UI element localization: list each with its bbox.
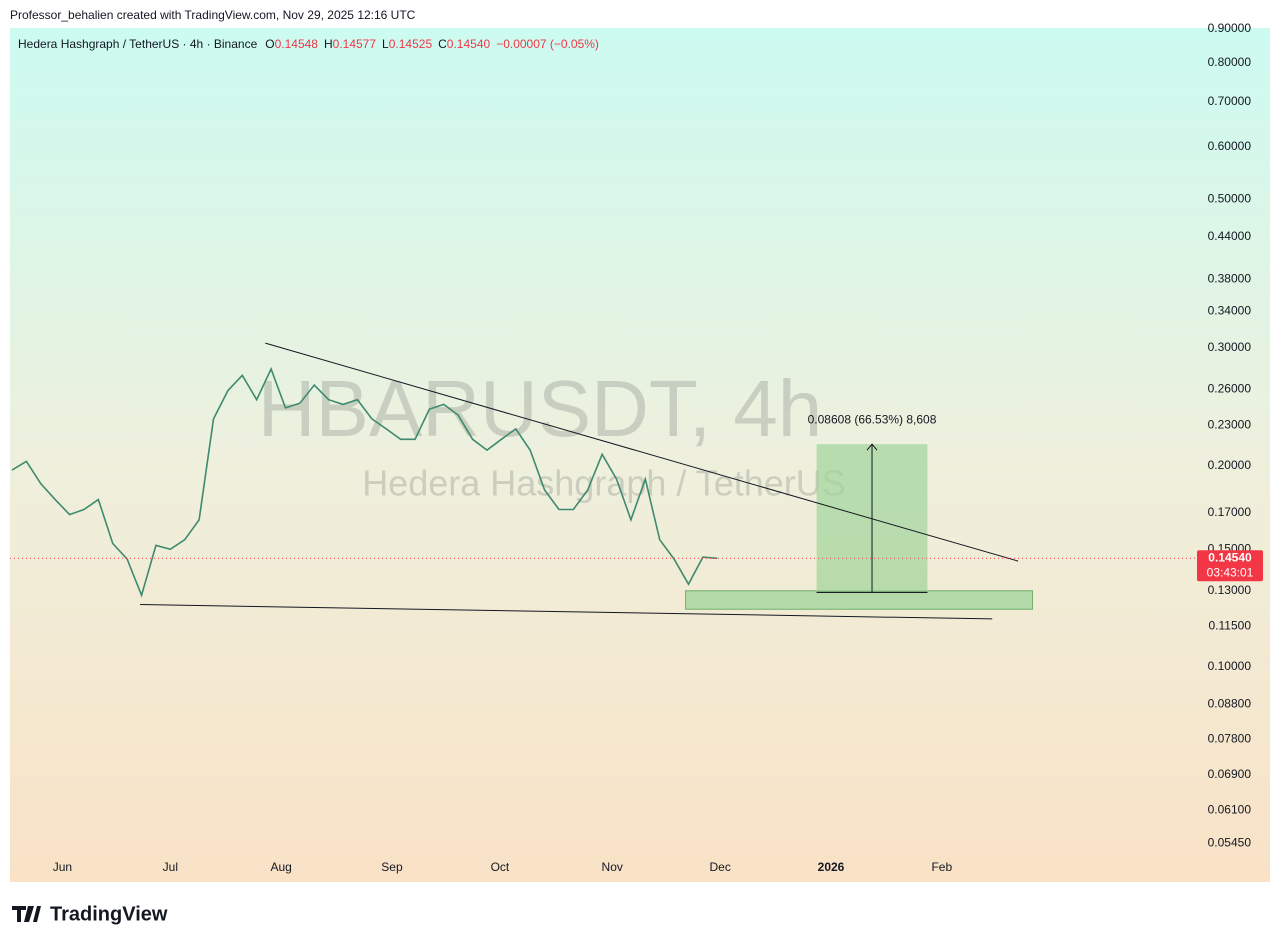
countdown-label: 03:43:01 [1207, 565, 1254, 579]
y-tick-label: 0.05450 [1208, 835, 1252, 849]
legend-part: H [324, 37, 333, 51]
legend-part: 0.14525 [389, 37, 433, 51]
x-tick-label: Nov [602, 860, 623, 874]
y-tick-label: 0.60000 [1208, 139, 1252, 153]
y-tick-label: 0.13000 [1208, 583, 1252, 597]
y-tick-label: 0.38000 [1208, 271, 1252, 285]
y-tick-label: 0.06100 [1208, 803, 1252, 817]
y-tick-label: 0.34000 [1208, 304, 1252, 318]
watermark-name: Hedera Hashgraph / TetherUS [362, 463, 846, 504]
header-text: Professor_behalien created with TradingV… [10, 8, 416, 22]
axes: 0.90000 0.80000 0.70000 0.60000 0.50000 0.440… [53, 21, 1263, 874]
chart-background [10, 28, 1270, 882]
x-tick-label: Aug [270, 860, 291, 874]
y-tick-label: 0.80000 [1208, 55, 1252, 69]
measure-arrowhead [866, 443, 878, 451]
y-tick-label: 0.70000 [1208, 94, 1252, 108]
legend-part: 0.14540 [447, 37, 491, 51]
trendline [265, 342, 1019, 562]
legend-line: Hedera Hashgraph / TetherUS · 4h · Binan… [18, 37, 599, 51]
x-tick-label: Sep [381, 860, 403, 874]
y-tick-label: 0.90000 [1208, 21, 1252, 35]
logo-text: TradingView [50, 903, 168, 925]
y-tick-label: 0.44000 [1208, 229, 1252, 243]
legend-part: Hedera Hashgraph / TetherUS · 4h · Binan… [18, 37, 258, 51]
legend-part: −0.00007 (−0.05%) [496, 37, 599, 51]
y-tick-label: 0.30000 [1208, 340, 1252, 354]
legend-part: 0.14548 [275, 37, 319, 51]
last-price-label: 0.14540 [1208, 550, 1252, 564]
y-tick-label: 0.08800 [1208, 696, 1252, 710]
y-tick-label: 0.17000 [1208, 505, 1252, 519]
y-tick-label: 0.50000 [1208, 192, 1252, 206]
legend-part: L [382, 37, 389, 51]
watermark: HBARUSDT, 4h Hedera Hashgraph / TetherUS [258, 364, 846, 503]
price-line [11, 366, 718, 598]
measure-label: 0.08608 (66.53%) 8,608 [808, 412, 937, 426]
y-tick-label: 0.23000 [1208, 417, 1252, 431]
y-tick-label: 0.07800 [1208, 731, 1252, 745]
x-tick-label: 2026 [818, 860, 845, 874]
y-tick-label: 0.06900 [1208, 767, 1252, 781]
watermark-symbol: HBARUSDT, 4h [258, 364, 823, 453]
y-tick-label: 0.20000 [1208, 458, 1252, 472]
last-price-box [1197, 550, 1263, 582]
x-tick-label: Feb [931, 860, 952, 874]
legend-part: C [438, 37, 447, 51]
legend-part: 0.14577 [333, 37, 377, 51]
x-tick-label: Jun [53, 860, 72, 874]
plot-area: 0.08608 (66.53%) 8,608 [10, 342, 1195, 620]
logo: TradingView [12, 903, 168, 925]
y-tick-label: 0.26000 [1208, 382, 1252, 396]
y-tick-label: 0.10000 [1208, 659, 1252, 673]
legend-part: O [265, 37, 274, 51]
support-zone [685, 590, 1034, 610]
logo-icon [12, 906, 41, 922]
x-tick-label: Dec [709, 860, 730, 874]
y-tick-label: 0.11500 [1209, 619, 1252, 633]
x-tick-label: Jul [163, 860, 178, 874]
trendline [140, 604, 993, 620]
x-tick-label: Oct [491, 860, 510, 874]
